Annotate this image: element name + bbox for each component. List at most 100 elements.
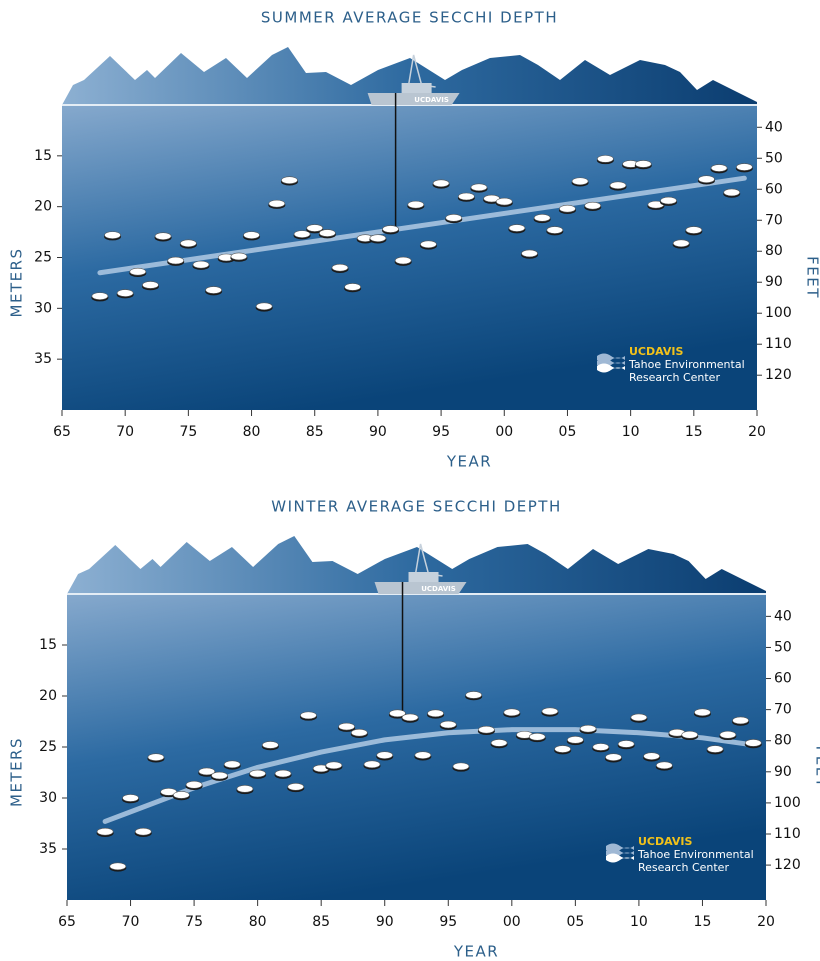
secchi-disk xyxy=(180,240,196,247)
logo-line2: Research Center xyxy=(638,861,729,874)
secchi-disk xyxy=(250,770,266,777)
secchi-disk xyxy=(686,227,702,234)
y2-tick-label: 90 xyxy=(774,764,792,780)
x-tick-label: 20 xyxy=(748,424,766,440)
secchi-disk xyxy=(168,257,184,264)
x-tick-label: 15 xyxy=(685,424,703,440)
secchi-disk xyxy=(415,752,431,759)
secchi-disk xyxy=(580,725,596,732)
secchi-disk xyxy=(555,746,571,753)
secchi-disk xyxy=(135,828,151,835)
secchi-disk xyxy=(212,772,228,779)
y2-tick-label: 70 xyxy=(765,212,783,228)
y-tick-label: 35 xyxy=(39,841,57,857)
boat-label: UCDAVIS xyxy=(421,585,456,593)
secchi-disk xyxy=(496,198,512,205)
logo-line1: Tahoe Environmental xyxy=(628,358,745,371)
secchi-disk xyxy=(307,225,323,232)
secchi-disk xyxy=(605,754,621,761)
secchi-disk xyxy=(395,257,411,264)
secchi-disk xyxy=(698,176,714,183)
logo-line2: Research Center xyxy=(629,371,720,384)
y-axis-title: METERS xyxy=(8,247,26,317)
x-tick-label: 95 xyxy=(432,424,450,440)
secchi-disk xyxy=(345,283,361,290)
secchi-disk xyxy=(491,739,507,746)
secchi-disk xyxy=(244,232,260,239)
boat-cabin xyxy=(409,572,439,582)
secchi-disk xyxy=(478,726,494,733)
secchi-disk xyxy=(237,785,253,792)
secchi-disk xyxy=(110,863,126,870)
secchi-disk xyxy=(256,303,272,310)
y2-tick-label: 50 xyxy=(765,150,783,166)
secchi-disk xyxy=(326,762,342,769)
secchi-disk xyxy=(408,201,424,208)
secchi-disk xyxy=(572,178,588,185)
secchi-disk xyxy=(332,264,348,271)
secchi-disk xyxy=(155,233,171,240)
secchi-disk xyxy=(504,709,520,716)
y2-tick-label: 50 xyxy=(774,639,792,655)
y-tick-label: 20 xyxy=(34,199,52,215)
secchi-disk xyxy=(656,762,672,769)
secchi-disk xyxy=(275,770,291,777)
secchi-disk xyxy=(420,241,436,248)
secchi-disk xyxy=(294,231,310,238)
secchi-disk xyxy=(610,182,626,189)
secchi-disk xyxy=(707,746,723,753)
boat-cabin xyxy=(402,83,432,93)
secchi-disk xyxy=(631,714,647,721)
secchi-disk xyxy=(440,721,456,728)
logo-brand: UCDAVIS xyxy=(629,345,684,358)
secchi-disk xyxy=(130,268,146,275)
secchi-disk xyxy=(446,214,462,221)
secchi-disk xyxy=(206,287,222,294)
secchi-disk xyxy=(458,193,474,200)
secchi-disk xyxy=(529,733,545,740)
secchi-disk xyxy=(682,731,698,738)
y-tick-label: 35 xyxy=(34,351,52,367)
secchi-disk xyxy=(509,225,525,232)
y2-tick-label: 60 xyxy=(774,671,792,687)
secchi-disk xyxy=(370,235,386,242)
y2-tick-label: 90 xyxy=(765,274,783,290)
y2-tick-label: 100 xyxy=(765,305,792,321)
x-tick-label: 05 xyxy=(559,424,577,440)
secchi-disk xyxy=(724,189,740,196)
secchi-disk xyxy=(534,214,550,221)
y-tick-label: 20 xyxy=(39,688,57,704)
secchi-disk xyxy=(547,227,563,234)
chart-title: SUMMER AVERAGE SECCHI DEPTH xyxy=(261,9,558,27)
secchi-disk xyxy=(383,226,399,233)
secchi-disk xyxy=(720,731,736,738)
chart-title: WINTER AVERAGE SECCHI DEPTH xyxy=(271,498,561,516)
x-tick-label: 65 xyxy=(58,914,76,930)
secchi-disk xyxy=(281,177,297,184)
x-tick-label: 85 xyxy=(306,424,324,440)
y2-tick-label: 40 xyxy=(765,119,783,135)
secchi-disk xyxy=(466,691,482,698)
y-tick-label: 15 xyxy=(34,148,52,164)
secchi-disk xyxy=(319,230,335,237)
secchi-disk xyxy=(597,155,613,162)
secchi-disk xyxy=(585,202,601,209)
y2-tick-label: 100 xyxy=(774,795,801,811)
y2-tick-label: 80 xyxy=(774,733,792,749)
secchi-disk xyxy=(635,160,651,167)
y-tick-label: 25 xyxy=(34,250,52,266)
secchi-disk xyxy=(745,739,761,746)
y2-axis-title: FEET xyxy=(813,746,820,789)
boat-label: UCDAVIS xyxy=(414,96,449,104)
y2-tick-label: 60 xyxy=(765,181,783,197)
secchi-disk xyxy=(269,200,285,207)
secchi-disk xyxy=(92,293,108,300)
secchi-disk xyxy=(97,828,113,835)
x-tick-label: 90 xyxy=(376,914,394,930)
secchi-disk xyxy=(661,197,677,204)
y2-tick-label: 120 xyxy=(765,367,792,383)
x-tick-label: 85 xyxy=(312,914,330,930)
y-tick-label: 30 xyxy=(34,300,52,316)
secchi-disk xyxy=(364,761,380,768)
secchi-disk xyxy=(694,709,710,716)
